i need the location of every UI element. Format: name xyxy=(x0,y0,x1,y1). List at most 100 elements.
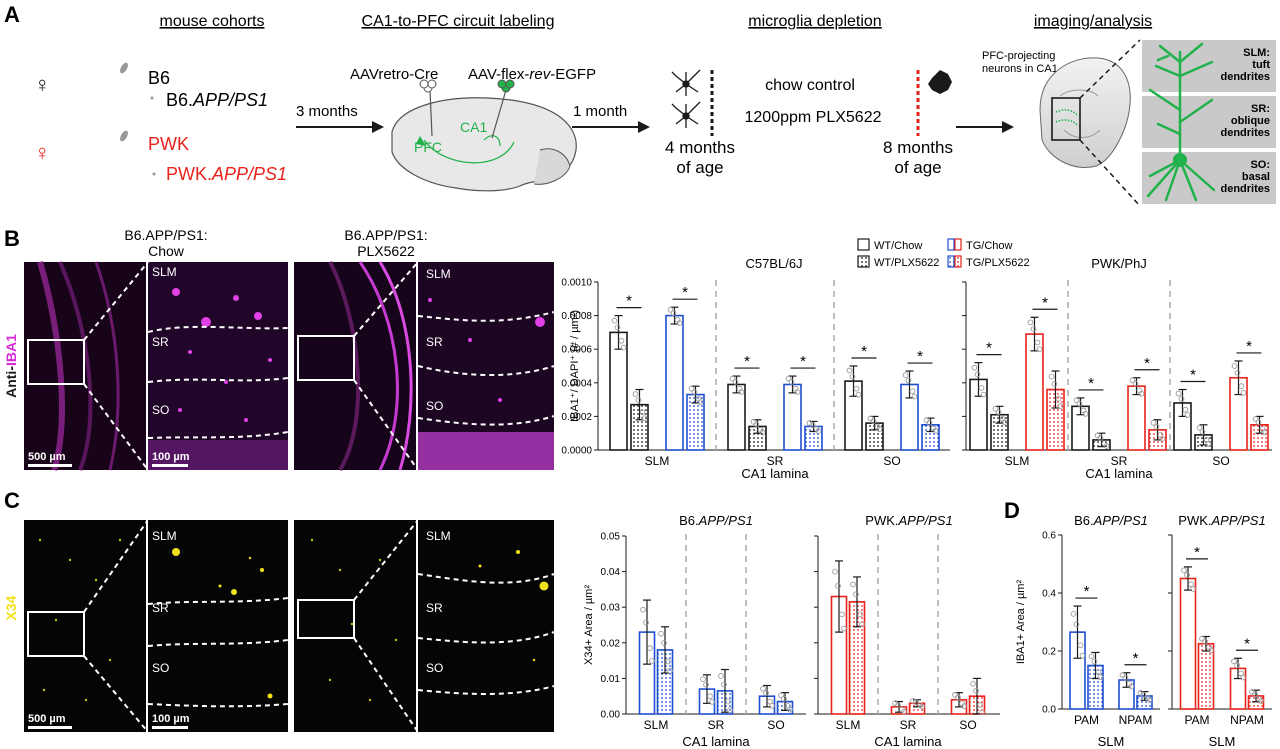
chow-control: chow control xyxy=(765,77,855,94)
data-point xyxy=(809,422,816,428)
data-point xyxy=(979,709,985,716)
zoom-line-top xyxy=(1079,39,1141,99)
significance-star: * xyxy=(1088,375,1094,392)
y-tick-label: 0.2 xyxy=(1042,647,1056,658)
c-slm-right: SLM xyxy=(426,529,451,543)
data-point xyxy=(970,680,976,687)
data-point xyxy=(815,428,822,434)
b-so-left: SO xyxy=(152,403,169,417)
data-point xyxy=(905,377,912,384)
data-point xyxy=(1258,698,1264,705)
cohort-pwk-app: PWK.APP/PS1 xyxy=(166,164,287,184)
legend-tg-chow: TG/Chow xyxy=(966,240,1013,252)
data-point xyxy=(961,703,967,710)
data-point xyxy=(853,385,860,392)
data-point xyxy=(1188,581,1194,588)
chart-b-pwk: PWK/PhJ SLM SR SO * * * * * * CA1 lamina xyxy=(962,256,1272,481)
data-point xyxy=(835,582,841,589)
data-point xyxy=(1034,339,1041,346)
chart-title: B6.APP/PS1 xyxy=(679,513,753,528)
data-point xyxy=(911,393,918,400)
x34-label: X34 xyxy=(3,595,19,620)
data-point xyxy=(1095,669,1102,675)
data-point xyxy=(919,703,925,710)
neuron-layer-diagram xyxy=(1142,40,1276,204)
x-axis-label: SLM xyxy=(1209,734,1236,749)
significance-star: * xyxy=(1194,544,1200,561)
data-point xyxy=(1196,424,1203,431)
legend: WT/Chow WT/PLX5622 TG/Chow TG/PLX5622 xyxy=(857,238,1030,269)
significance-star: * xyxy=(626,293,632,310)
x-axis-label: CA1 lamina xyxy=(874,734,942,749)
b-scale-big: 500 µm xyxy=(28,451,66,463)
anti-iba1-label: Anti-IBA1 xyxy=(3,334,19,398)
heading-imaging-analysis: imaging/analysis xyxy=(1034,13,1152,30)
data-point xyxy=(620,344,627,351)
data-point xyxy=(932,427,939,434)
data-point xyxy=(1138,390,1145,397)
x-tick-label: SO xyxy=(767,718,784,732)
data-point xyxy=(688,385,695,392)
data-point xyxy=(1208,647,1214,654)
x-tick-label: SLM xyxy=(644,718,669,732)
data-point xyxy=(788,379,795,385)
data-point xyxy=(1252,691,1258,698)
data-point xyxy=(1073,397,1080,404)
data-point xyxy=(1048,373,1055,380)
data-point xyxy=(849,373,856,380)
data-point xyxy=(1182,406,1189,413)
data-point xyxy=(1001,419,1008,426)
chart-title: PWK/PhJ xyxy=(1091,256,1147,271)
data-point xyxy=(1070,611,1077,617)
x-tick-label: SR xyxy=(767,454,784,468)
significance-star: * xyxy=(1144,355,1150,372)
y-tick-label: 0.00 xyxy=(601,710,621,721)
microglia-icon xyxy=(671,69,701,128)
data-point xyxy=(611,317,618,324)
y-tick-label: 0.0006 xyxy=(561,345,592,356)
data-point xyxy=(846,367,853,374)
legend-wt-chow-swatch xyxy=(857,238,870,251)
layer-so-desc2: dendrites xyxy=(1220,183,1270,195)
x-axis-label: CA1 lamina xyxy=(1085,466,1153,481)
data-point xyxy=(1199,429,1206,435)
data-point xyxy=(667,667,673,674)
layer-so-name: SO: xyxy=(1250,159,1270,171)
data-point xyxy=(1119,672,1126,678)
b-title-left-1: B6.APP/PS1: xyxy=(124,227,207,243)
plx-treatment: 1200ppm PLX5622 xyxy=(745,109,882,126)
data-point xyxy=(859,621,865,628)
data-point xyxy=(1150,419,1157,426)
y-tick-label: 0.4 xyxy=(1042,589,1056,600)
x-tick-label: SLM xyxy=(836,718,861,732)
chart-title: PWK.APP/PS1 xyxy=(865,513,952,528)
data-point xyxy=(1055,395,1062,402)
c-sr-left: SR xyxy=(152,601,169,615)
data-point xyxy=(635,397,642,403)
data-point xyxy=(1091,658,1098,665)
significance-star: * xyxy=(917,348,923,365)
data-point xyxy=(1252,416,1259,422)
layer-so-desc1: basal xyxy=(1242,171,1270,183)
data-point xyxy=(760,685,766,692)
data-point xyxy=(910,697,916,704)
chart-title: C57BL/6J xyxy=(745,256,802,271)
significance-star: * xyxy=(861,343,867,360)
cohort-pwk: PWK xyxy=(148,134,189,154)
aav-retro-label: AAVretro-Cre xyxy=(350,66,438,83)
data-point xyxy=(763,690,769,696)
data-point xyxy=(876,426,883,433)
c-scale-small: 100 µm xyxy=(152,713,190,725)
legend-tg-plx-swatch-blue xyxy=(947,255,955,268)
data-point xyxy=(729,375,736,382)
data-point xyxy=(667,306,674,313)
mouse-glyphs xyxy=(120,62,156,176)
data-point xyxy=(661,640,667,646)
data-point xyxy=(1205,441,1212,447)
data-point xyxy=(1079,652,1086,659)
data-point xyxy=(709,699,715,705)
y-tick-label: 0.04 xyxy=(601,567,621,578)
significance-star: * xyxy=(1133,650,1139,667)
significance-star: * xyxy=(1084,583,1090,600)
